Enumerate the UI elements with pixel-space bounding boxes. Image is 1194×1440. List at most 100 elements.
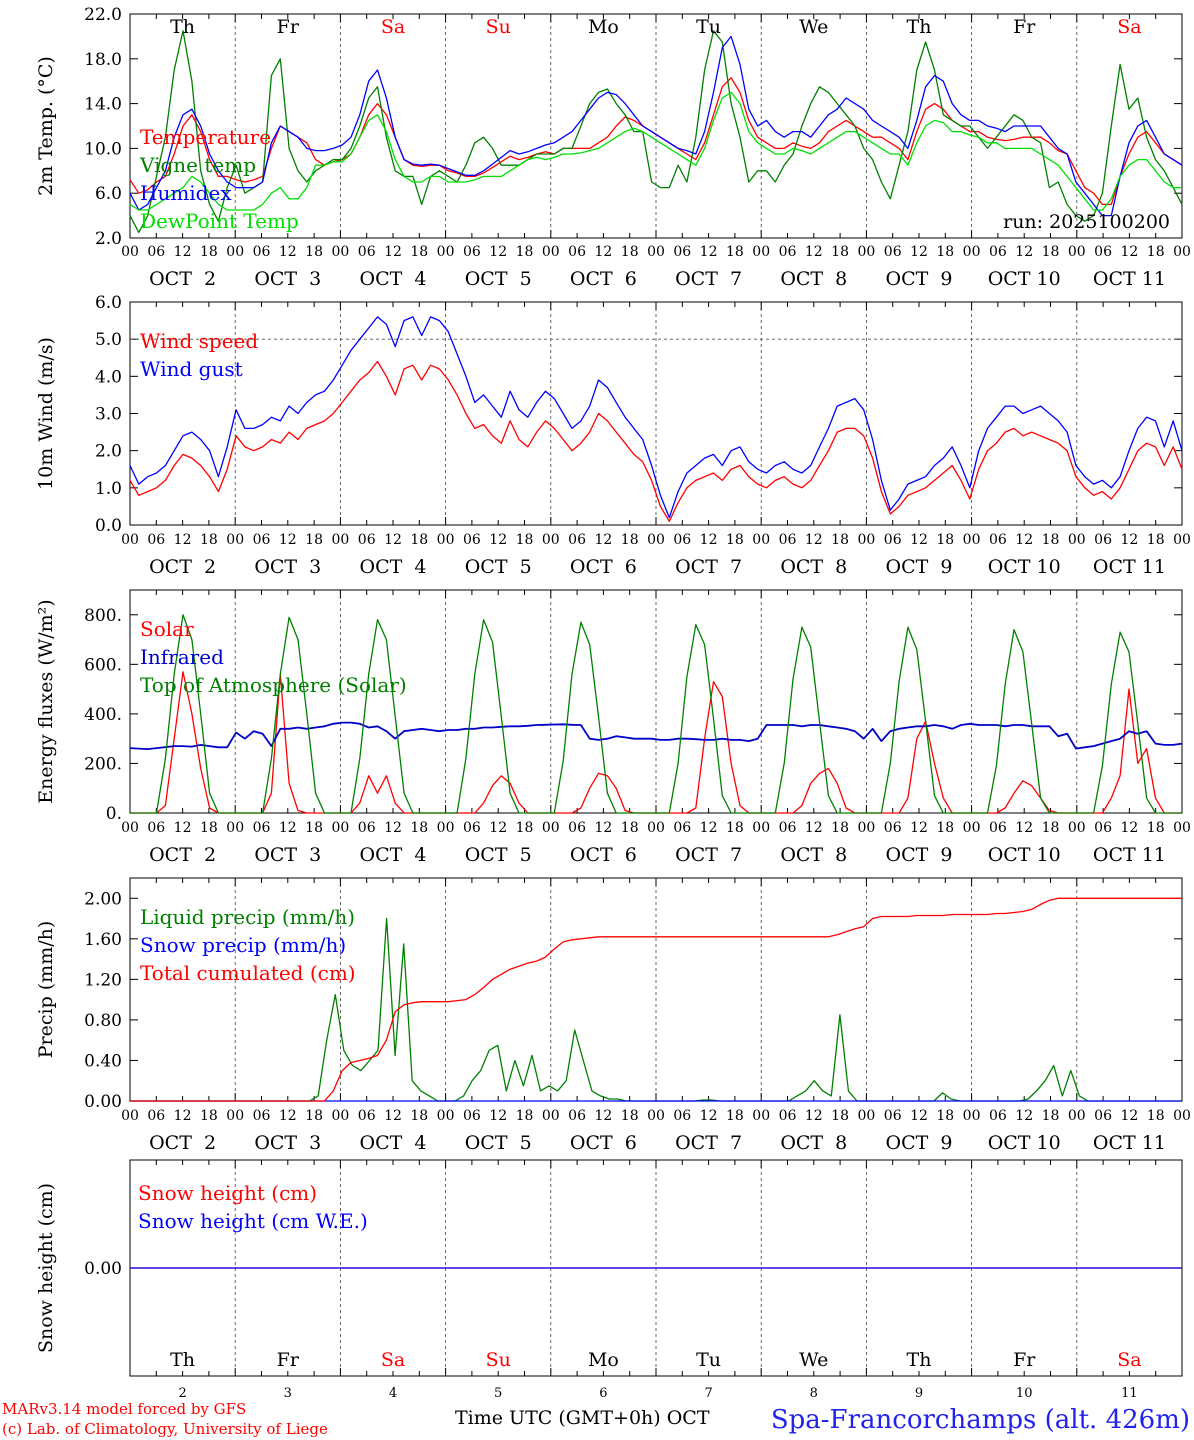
precip-hour-label: 18 bbox=[621, 1108, 639, 1124]
temp-y-axis-title: 2m Temp. (°C) bbox=[35, 56, 57, 196]
temp-hour-label: 06 bbox=[779, 244, 797, 260]
temp-date-label: OCT 11 bbox=[1093, 268, 1166, 290]
wind-hour-label: 12 bbox=[805, 532, 823, 548]
temp-legend-entry: Temperature bbox=[140, 125, 271, 149]
model-credit: MARv3.14 model forced by GFS bbox=[2, 1400, 246, 1418]
temp-hour-label: 18 bbox=[305, 244, 323, 260]
temp-hour-label: 18 bbox=[1042, 244, 1060, 260]
snow-day-number: 8 bbox=[810, 1386, 818, 1401]
temp-hour-label: 12 bbox=[594, 244, 612, 260]
snow-day-name: Fr bbox=[277, 1349, 300, 1371]
energy-hour-label: 12 bbox=[489, 820, 507, 836]
wind-legend-entry: Wind gust bbox=[140, 357, 243, 381]
precip-date-label: OCT 9 bbox=[886, 1132, 953, 1154]
precip-legend-entry: Liquid precip (mm/h) bbox=[140, 905, 355, 929]
snow-day-number: 4 bbox=[389, 1386, 397, 1401]
snow-day-name: Fr bbox=[1013, 1349, 1036, 1371]
wind-hour-label: 00 bbox=[226, 532, 244, 548]
wind-hour-label: 00 bbox=[1173, 532, 1191, 548]
energy-hour-label: 12 bbox=[594, 820, 612, 836]
energy-date-label: OCT 5 bbox=[465, 844, 532, 866]
temp-series-vigne-temp bbox=[129, 30, 1183, 234]
precip-hour-label: 00 bbox=[1068, 1108, 1086, 1124]
precip-date-label: OCT 7 bbox=[675, 1132, 742, 1154]
temp-hour-label: 18 bbox=[1147, 244, 1165, 260]
precip-date-label: OCT 3 bbox=[254, 1132, 321, 1154]
energy-hour-label: 00 bbox=[542, 820, 560, 836]
wind-y-tick-label: 5.0 bbox=[95, 330, 122, 350]
snow-day-name: Th bbox=[170, 1349, 195, 1371]
precip-hour-label: 00 bbox=[857, 1108, 875, 1124]
wind-hour-label: 00 bbox=[331, 532, 349, 548]
wind-y-tick-label: 2.0 bbox=[95, 442, 122, 462]
temp-hour-label: 00 bbox=[542, 244, 560, 260]
energy-hour-label: 00 bbox=[226, 820, 244, 836]
precip-hour-label: 18 bbox=[936, 1108, 954, 1124]
temp-hour-label: 06 bbox=[884, 244, 902, 260]
precip-hour-label: 06 bbox=[253, 1108, 271, 1124]
temp-day-name: Th bbox=[907, 16, 932, 38]
precip-hour-label: 00 bbox=[752, 1108, 770, 1124]
wind-hour-label: 00 bbox=[857, 532, 875, 548]
temp-hour-label: 06 bbox=[989, 244, 1007, 260]
wind-series-wind-speed bbox=[129, 360, 1183, 522]
wind-hour-label: 00 bbox=[121, 532, 139, 548]
snow-day-number: 10 bbox=[1016, 1386, 1033, 1401]
energy-legend-entry: Solar bbox=[140, 617, 194, 641]
energy-hour-label: 00 bbox=[647, 820, 665, 836]
precip-date-label: OCT 6 bbox=[570, 1132, 637, 1154]
temp-day-name: Su bbox=[486, 16, 511, 38]
precip-hour-label: 12 bbox=[384, 1108, 402, 1124]
temp-run-annotation: run: 2025100200 bbox=[1003, 211, 1170, 233]
temp-y-tick-label: 6.0 bbox=[95, 184, 122, 204]
energy-legend-entry: Infrared bbox=[140, 645, 224, 669]
temp-hour-label: 06 bbox=[253, 244, 271, 260]
temp-hour-label: 12 bbox=[805, 244, 823, 260]
temp-hour-label: 12 bbox=[700, 244, 718, 260]
precip-hour-label: 18 bbox=[1147, 1108, 1165, 1124]
wind-date-label: OCT 3 bbox=[254, 556, 321, 578]
temp-hour-label: 00 bbox=[1173, 244, 1191, 260]
wind-hour-label: 18 bbox=[200, 532, 218, 548]
temp-legend-entry: Humidex bbox=[140, 181, 232, 205]
snow-day-name: Sa bbox=[381, 1349, 405, 1371]
precip-legend-entry: Snow precip (mm/h) bbox=[140, 933, 346, 957]
temp-hour-label: 12 bbox=[279, 244, 297, 260]
wind-hour-label: 06 bbox=[358, 532, 376, 548]
wind-hour-label: 18 bbox=[936, 532, 954, 548]
energy-date-label: OCT 8 bbox=[780, 844, 847, 866]
precip-hour-label: 06 bbox=[989, 1108, 1007, 1124]
wind-hour-label: 00 bbox=[437, 532, 455, 548]
energy-y-tick-label: 400. bbox=[84, 705, 122, 725]
precip-hour-label: 06 bbox=[463, 1108, 481, 1124]
precip-hour-label: 18 bbox=[200, 1108, 218, 1124]
temp-hour-label: 18 bbox=[936, 244, 954, 260]
precip-y-tick-label: 0.80 bbox=[84, 1011, 122, 1031]
energy-hour-label: 06 bbox=[463, 820, 481, 836]
energy-hour-label: 06 bbox=[673, 820, 691, 836]
precip-y-tick-label: 0.40 bbox=[84, 1051, 122, 1071]
precip-y-axis-title: Precip (mm/h) bbox=[35, 921, 57, 1059]
snow-day-name: We bbox=[799, 1349, 828, 1371]
temp-day-name: Fr bbox=[1013, 16, 1036, 38]
precip-hour-label: 12 bbox=[594, 1108, 612, 1124]
energy-y-tick-label: 600. bbox=[84, 655, 122, 675]
wind-hour-label: 12 bbox=[1015, 532, 1033, 548]
snow-day-number: 3 bbox=[284, 1386, 292, 1401]
wind-y-tick-label: 3.0 bbox=[95, 405, 122, 425]
precip-date-label: OCT 4 bbox=[360, 1132, 427, 1154]
snow-day-number: 2 bbox=[178, 1386, 186, 1401]
energy-date-label: OCT 2 bbox=[149, 844, 216, 866]
energy-hour-label: 06 bbox=[568, 820, 586, 836]
precip-series-total-cumulated-cm bbox=[130, 897, 1182, 1102]
wind-hour-label: 06 bbox=[463, 532, 481, 548]
wind-hour-label: 00 bbox=[1068, 532, 1086, 548]
precip-y-tick-label: 0.00 bbox=[84, 1092, 122, 1112]
panel-snow: 0.00 Snow height (cm) Snow height (cm) Snow… bbox=[35, 1159, 1183, 1401]
wind-y-tick-label: 4.0 bbox=[95, 367, 122, 387]
energy-hour-label: 12 bbox=[700, 820, 718, 836]
snow-day-name: Sa bbox=[1117, 1349, 1141, 1371]
wind-hour-label: 06 bbox=[673, 532, 691, 548]
temp-hour-label: 00 bbox=[857, 244, 875, 260]
temp-hour-label: 12 bbox=[1015, 244, 1033, 260]
